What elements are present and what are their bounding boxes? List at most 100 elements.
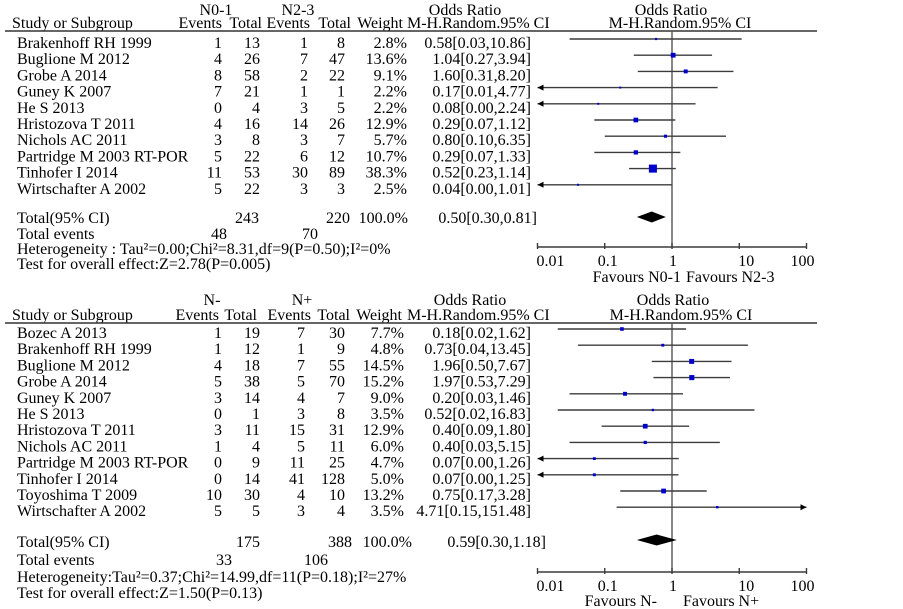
study-row: Partridge M 2003 RT-POR 0 9 11 25 4.7% 0.07[0.… <box>17 455 531 472</box>
favours-left-label: Favours N0-1 <box>593 269 681 286</box>
study-estimate <box>569 391 684 396</box>
weight-value: 14.5% <box>363 357 404 374</box>
total1-value: 14 <box>244 471 260 488</box>
favours-right-label: Favours N+ <box>683 593 759 609</box>
study-row: Wirtschafter A 2002 5 22 3 3 2.5% 0.04[0.00,1.… <box>17 181 531 198</box>
events1-value: 3 <box>214 390 222 407</box>
total1-value: 9 <box>252 455 260 472</box>
total2-value: 1 <box>337 84 345 101</box>
weight-value: 38.3% <box>366 165 407 182</box>
plot-method-subtitle: M-H.Random.95% CI <box>609 15 752 32</box>
total1-value: 5 <box>252 503 260 520</box>
point-estimate-marker <box>661 343 665 347</box>
total-events2-value: 106 <box>304 552 328 569</box>
table-header: N0-1 N2-3 Odds Ratio Odds Ratio Study or Sub… <box>5 2 817 32</box>
total2-value: 11 <box>330 438 345 455</box>
total2-value: 12 <box>329 148 345 165</box>
total2-value: 388 <box>328 534 352 551</box>
x-tick-label: 0.01 <box>537 578 565 595</box>
total2-header: Total <box>317 307 350 324</box>
total2-value: 10 <box>329 487 345 504</box>
total1-value: 12 <box>244 341 260 358</box>
study-name: Hristozova T 2011 <box>17 116 136 133</box>
group1-label: N- <box>204 292 221 309</box>
events1-value: 8 <box>214 67 222 84</box>
total1-value: 8 <box>252 132 260 149</box>
study-estimate <box>616 504 807 511</box>
total1-value: 13 <box>244 35 260 52</box>
total1-value: 22 <box>244 148 260 165</box>
total1-value: 16 <box>244 116 260 133</box>
group1-label: N0-1 <box>200 2 233 19</box>
study-name: Tinhofer I 2014 <box>17 165 118 182</box>
point-estimate-marker <box>643 440 647 444</box>
events2-value: 30 <box>292 165 308 182</box>
odds-ratio-ci-value: 0.29[0.07,1.33] <box>432 148 531 165</box>
weight-value: 13.2% <box>363 487 404 504</box>
arrow-left-icon <box>537 455 544 462</box>
events1-value: 0 <box>214 406 222 423</box>
study-name: Guney K 2007 <box>17 84 111 101</box>
study-name: Nichols AC 2011 <box>17 438 128 455</box>
study-row: Tinhofer I 2014 0 14 41 128 5.0% 0.07[0.00,1.2… <box>17 471 531 488</box>
x-tick-label: 100 <box>791 253 815 270</box>
study-column-header: Study or Subgroup <box>12 15 133 32</box>
events2-value: 4 <box>297 390 305 407</box>
point-estimate-marker <box>689 375 695 381</box>
events2-value: 15 <box>289 422 305 439</box>
odds-ratio-ci-value: 0.29[0.07,1.12] <box>432 116 531 133</box>
events2-value: 3 <box>297 406 305 423</box>
total1-header: Total <box>229 15 262 32</box>
study-estimate <box>601 423 690 429</box>
study-row: Grobe A 2014 8 58 2 22 9.1% 1.60[0.31,8.20] <box>17 67 531 84</box>
study-name: Tinhofer I 2014 <box>17 471 118 488</box>
study-name: Hristozova T 2011 <box>17 422 136 439</box>
pooled-or-ci-value: 0.50[0.30,0.81] <box>438 210 537 227</box>
study-estimate <box>557 408 755 412</box>
total1-value: 14 <box>244 390 260 407</box>
x-tick-label: 0.1 <box>598 578 618 595</box>
weight-value: 4.7% <box>371 455 404 472</box>
events2-value: 7 <box>297 357 305 374</box>
study-estimate <box>620 488 707 494</box>
events2-value: 4 <box>297 487 305 504</box>
odds-ratio-ci-value: 1.96[0.50,7.67] <box>432 357 531 374</box>
total-events-row: Total events 33 106 <box>17 552 328 569</box>
total-row: Total(95% CI) 175 388 100.0% 0.59[0.30,1.18] <box>17 534 677 551</box>
total1-value: 38 <box>244 374 260 391</box>
study-row: Hristozova T 2011 4 16 14 26 12.9% 0.29[0.07,1… <box>17 116 531 133</box>
odds-ratio-ci-value: 0.73[0.04,13.45] <box>424 341 531 358</box>
total2-value: 128 <box>321 471 345 488</box>
total-label: Total(95% CI) <box>17 534 110 551</box>
total2-value: 31 <box>329 422 345 439</box>
odds-ratio-ci-value: 0.52[0.02,16.83] <box>424 406 531 423</box>
point-estimate-marker <box>620 327 624 331</box>
study-row: Guney K 2007 7 21 1 1 2.2% 0.17[0.01,4.77] <box>17 84 531 101</box>
study-name: Partridge M 2003 RT-POR <box>17 455 189 472</box>
events1-value: 4 <box>214 51 222 68</box>
point-estimate-marker <box>642 423 648 429</box>
weight-value: 6.0% <box>371 438 404 455</box>
odds-ratio-ci-value: 0.80[0.10,6.35] <box>432 132 531 149</box>
odds-ratio-ci-value: 0.04[0.00,1.01] <box>432 181 531 198</box>
events2-value: 41 <box>289 471 305 488</box>
study-estimate <box>604 134 726 138</box>
study-name: Buglione M 2012 <box>17 51 130 68</box>
study-name: Grobe A 2014 <box>17 67 107 84</box>
point-estimate-marker <box>592 473 596 477</box>
point-estimate-marker <box>670 52 676 58</box>
study-name: He S 2013 <box>17 406 85 423</box>
study-estimate <box>594 117 676 123</box>
odds-ratio-ci-value: 0.18[0.02,1.62] <box>432 325 531 342</box>
total1-value: 26 <box>244 51 260 68</box>
study-name: Guney K 2007 <box>17 390 111 407</box>
study-estimate <box>537 455 679 462</box>
odds-ratio-column-title: Odds Ratio <box>434 292 506 309</box>
weight-value: 3.5% <box>371 406 404 423</box>
group2-label: N2-3 <box>282 2 315 19</box>
total-weight-value: 100.0% <box>363 534 412 551</box>
total1-value: 53 <box>244 165 260 182</box>
odds-ratio-ci-value: 0.75[0.17,3.28] <box>432 487 531 504</box>
weight-value: 7.7% <box>371 325 404 342</box>
overall-effect-text: Test for overall effect:Z=1.50(P=0.13) <box>17 585 262 602</box>
